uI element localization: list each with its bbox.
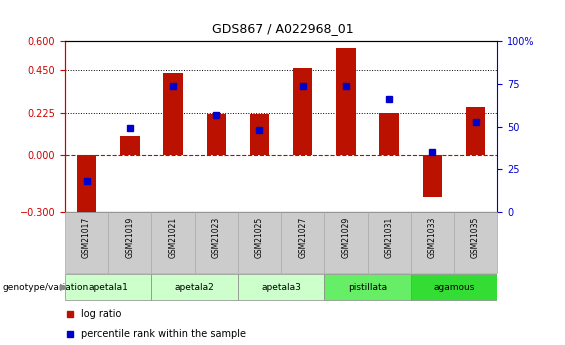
Bar	[368, 212, 411, 273]
Text: GSM21029: GSM21029	[341, 217, 350, 258]
Text: GSM21035: GSM21035	[471, 217, 480, 258]
Text: pistillata: pistillata	[348, 283, 387, 292]
Text: GSM21025: GSM21025	[255, 217, 264, 258]
Bar	[324, 212, 368, 273]
Text: apetala3: apetala3	[261, 283, 301, 292]
Text: GSM21033: GSM21033	[428, 217, 437, 258]
Bar	[65, 274, 151, 300]
Bar	[411, 212, 454, 273]
Bar	[423, 155, 442, 197]
Bar	[207, 115, 226, 155]
Bar	[466, 107, 485, 155]
Bar	[65, 212, 108, 273]
Bar	[194, 212, 238, 273]
Bar	[238, 274, 324, 300]
Bar	[163, 73, 182, 155]
Bar	[250, 115, 269, 155]
Text: ▶: ▶	[60, 282, 68, 292]
Bar	[120, 136, 140, 155]
Text: GSM21017: GSM21017	[82, 217, 91, 258]
Bar	[77, 155, 96, 219]
Bar	[336, 48, 355, 155]
Text: genotype/variation: genotype/variation	[3, 283, 89, 292]
Bar	[454, 212, 497, 273]
Text: apetala1: apetala1	[88, 283, 128, 292]
Text: GSM21021: GSM21021	[168, 217, 177, 258]
Bar	[411, 274, 497, 300]
Bar	[238, 212, 281, 273]
Text: agamous: agamous	[433, 283, 475, 292]
Text: apetala2: apetala2	[175, 283, 215, 292]
Bar	[151, 212, 194, 273]
Bar	[293, 68, 312, 155]
Text: log ratio: log ratio	[81, 309, 121, 319]
Text: GSM21019: GSM21019	[125, 217, 134, 258]
Text: GSM21023: GSM21023	[212, 217, 221, 258]
Bar	[281, 212, 324, 273]
Bar	[380, 112, 399, 155]
Text: GSM21031: GSM21031	[385, 217, 394, 258]
Text: percentile rank within the sample: percentile rank within the sample	[81, 329, 246, 339]
Bar	[151, 274, 238, 300]
Bar	[324, 274, 411, 300]
Text: GSM21027: GSM21027	[298, 217, 307, 258]
Text: GDS867 / A022968_01: GDS867 / A022968_01	[212, 22, 353, 36]
Bar	[108, 212, 151, 273]
